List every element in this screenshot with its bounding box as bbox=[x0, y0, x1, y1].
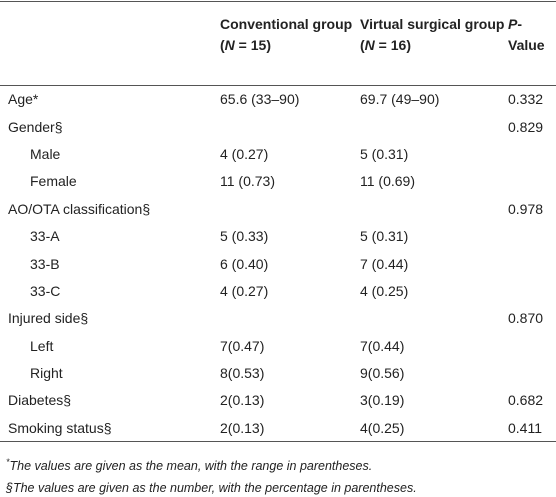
row-label: 33-B bbox=[30, 255, 60, 272]
cell bbox=[220, 195, 360, 222]
cell: 7 (0.44) bbox=[360, 255, 409, 272]
table-row: Right 8(0.53) 9(0.56) bbox=[0, 359, 556, 386]
cell: 4(0.25) bbox=[360, 419, 405, 436]
header-text: = 15) bbox=[234, 37, 271, 53]
table-row: Male 4 (0.27) 5 (0.31) bbox=[0, 140, 556, 167]
cell bbox=[220, 305, 360, 332]
header-cell: Virtual surgical group (N = 16) bbox=[360, 2, 508, 86]
cell: 7(0.44) bbox=[360, 337, 405, 354]
row-label: 33-C bbox=[30, 282, 61, 299]
header-text: -Value bbox=[508, 16, 545, 53]
cell: 69.7 (49–90) bbox=[360, 91, 440, 108]
cell: 0.870 bbox=[508, 310, 544, 327]
cell: 65.6 (33–90) bbox=[220, 91, 300, 108]
cell bbox=[360, 305, 508, 332]
cell bbox=[508, 332, 556, 359]
footnote-text: §The values are given as the number, wit… bbox=[6, 481, 417, 496]
table-row: 33-A 5 (0.33) 5 (0.31) bbox=[0, 222, 556, 249]
header-cell: P-Value bbox=[508, 2, 556, 86]
cell: 4 (0.27) bbox=[220, 282, 269, 299]
cell: 4 (0.25) bbox=[360, 282, 409, 299]
cell: 9(0.56) bbox=[360, 365, 405, 382]
cell: 6 (0.40) bbox=[220, 255, 269, 272]
row-label: Gender§ bbox=[8, 118, 63, 135]
footnotes: *The values are given as the mean, with … bbox=[6, 451, 556, 497]
cell: 0.829 bbox=[508, 118, 544, 135]
header-text: Virtual surgical group ( bbox=[360, 16, 505, 53]
cell bbox=[508, 250, 556, 277]
cell: 5 (0.33) bbox=[220, 228, 269, 245]
row-label: AO/OTA classification§ bbox=[8, 200, 151, 217]
cell bbox=[360, 113, 508, 140]
cell: 11 (0.69) bbox=[360, 173, 415, 190]
table-row: Smoking status§ 2(0.13) 4(0.25) 0.411 bbox=[0, 414, 556, 441]
row-label: Injured side§ bbox=[8, 310, 89, 327]
table-row: AO/OTA classification§ 0.978 bbox=[0, 195, 556, 222]
cell bbox=[508, 222, 556, 249]
table-row: Diabetes§ 2(0.13) 3(0.19) 0.682 bbox=[0, 387, 556, 414]
table-header: Conventional group (N = 15) Virtual surgi… bbox=[0, 2, 556, 86]
footnote-text: The values are given as the mean, with t… bbox=[9, 459, 373, 474]
header-text: N bbox=[224, 37, 235, 53]
cell: 0.332 bbox=[508, 91, 544, 108]
header-text: N bbox=[364, 37, 375, 53]
cell bbox=[220, 113, 360, 140]
cell: 8(0.53) bbox=[220, 365, 265, 382]
row-label: Diabetes§ bbox=[8, 392, 72, 409]
header-text: = 16) bbox=[374, 37, 411, 53]
table-row: Female 11 (0.73) 11 (0.69) bbox=[0, 168, 556, 195]
row-label: 33-A bbox=[30, 228, 60, 245]
table-row: Left 7(0.47) 7(0.44) bbox=[0, 332, 556, 359]
cell bbox=[508, 140, 556, 167]
cell: 5 (0.31) bbox=[360, 145, 409, 162]
cell bbox=[508, 277, 556, 304]
footnote-mark: * bbox=[6, 457, 10, 468]
cell: 2(0.13) bbox=[220, 392, 265, 409]
row-label: Left bbox=[30, 337, 54, 354]
table-row: 33-B 6 (0.40) 7 (0.44) bbox=[0, 250, 556, 277]
cell bbox=[360, 195, 508, 222]
header-text: P bbox=[508, 16, 518, 32]
header-cell bbox=[0, 2, 220, 86]
cell: 0.682 bbox=[508, 392, 544, 409]
cell: 11 (0.73) bbox=[220, 173, 275, 190]
header-row: Conventional group (N = 15) Virtual surgi… bbox=[0, 2, 556, 86]
cell: 0.411 bbox=[508, 419, 542, 436]
header-cell: Conventional group (N = 15) bbox=[220, 2, 360, 86]
table-row: 33-C 4 (0.27) 4 (0.25) bbox=[0, 277, 556, 304]
cell: 5 (0.31) bbox=[360, 228, 409, 245]
footnote: *The values are given as the mean, with … bbox=[6, 451, 556, 477]
row-label: Age* bbox=[8, 91, 39, 108]
cell: 2(0.13) bbox=[220, 419, 265, 436]
header-text: Conventional group ( bbox=[220, 16, 353, 53]
cell: 4 (0.27) bbox=[220, 145, 269, 162]
data-table: Conventional group (N = 15) Virtual surgi… bbox=[0, 1, 556, 443]
cell bbox=[508, 168, 556, 195]
cell: 0.978 bbox=[508, 200, 544, 217]
cell bbox=[508, 359, 556, 386]
cell: 3(0.19) bbox=[360, 392, 405, 409]
table-row: Age* 65.6 (33–90) 69.7 (49–90) 0.332 bbox=[0, 86, 556, 113]
row-label: Female bbox=[30, 173, 77, 190]
table-row: Gender§ 0.829 bbox=[0, 113, 556, 140]
cell: 7(0.47) bbox=[220, 337, 265, 354]
row-label: Male bbox=[30, 145, 61, 162]
footnote: §The values are given as the number, wit… bbox=[6, 477, 556, 497]
row-label: Right bbox=[30, 365, 63, 382]
table-row: Injured side§ 0.870 bbox=[0, 305, 556, 332]
row-label: Smoking status§ bbox=[8, 419, 112, 436]
table-body: Age* 65.6 (33–90) 69.7 (49–90) 0.332 Gender§… bbox=[0, 86, 556, 442]
